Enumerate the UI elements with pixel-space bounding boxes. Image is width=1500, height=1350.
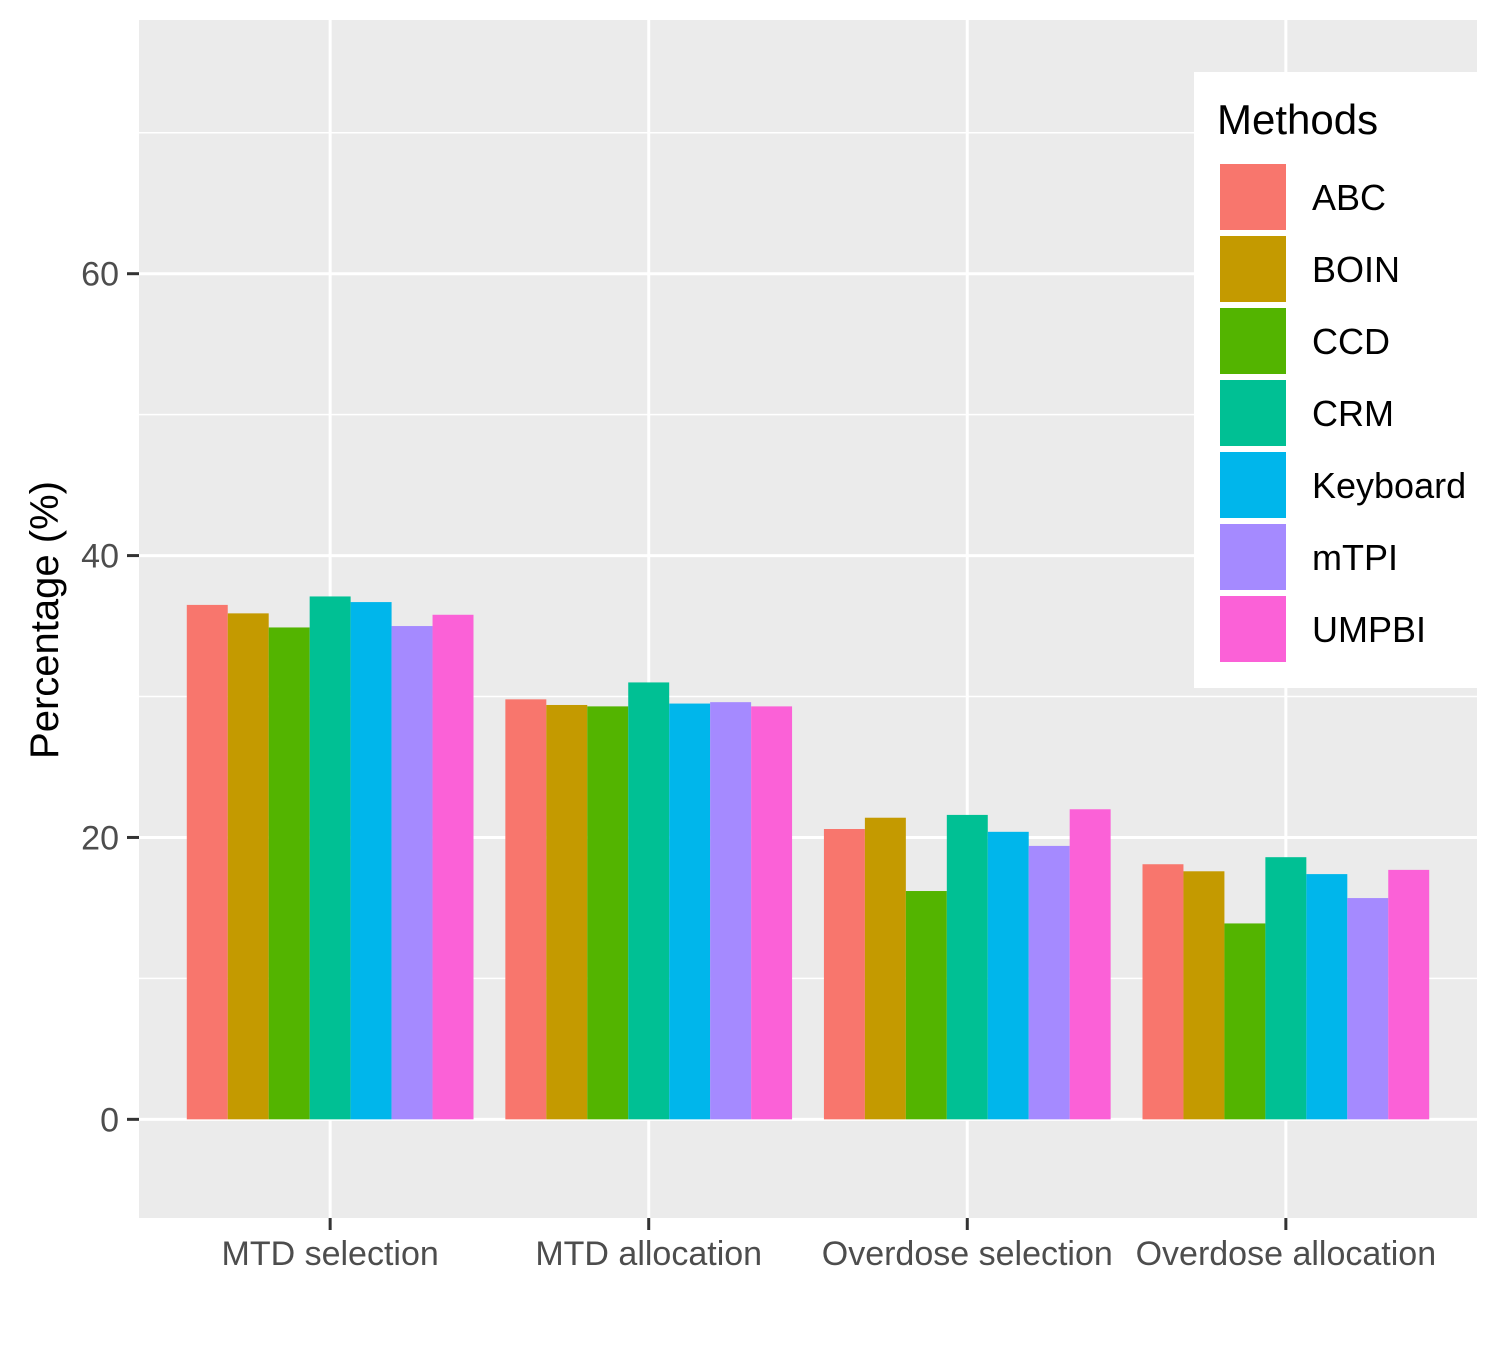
bars bbox=[186, 596, 1430, 1120]
bar-ccd-overdose-allocation bbox=[1224, 923, 1266, 1120]
bar-boin-mtd-allocation bbox=[546, 704, 588, 1120]
x-tick-label: MTD allocation bbox=[535, 1235, 762, 1273]
bar-keyboard-mtd-allocation bbox=[669, 703, 711, 1120]
legend-key-ccd bbox=[1218, 306, 1288, 376]
legend-label-crm: CRM bbox=[1312, 393, 1394, 434]
legend-label-mtpi: mTPI bbox=[1312, 537, 1398, 578]
y-axis: 0 20 40 60 bbox=[81, 256, 139, 1139]
bar-mtpi-overdose-allocation bbox=[1347, 898, 1389, 1120]
bar-keyboard-overdose-allocation bbox=[1306, 874, 1348, 1120]
y-tick-label: 0 bbox=[100, 1101, 119, 1139]
x-tick-label: Overdose allocation bbox=[1136, 1235, 1437, 1273]
legend-key-abc bbox=[1218, 162, 1288, 232]
legend-label-keyboard: Keyboard bbox=[1312, 465, 1466, 506]
y-axis-title: Percentage (%) bbox=[23, 481, 67, 759]
bar-keyboard-mtd-selection bbox=[350, 602, 392, 1120]
x-tick-label: MTD selection bbox=[222, 1235, 439, 1273]
x-tick-label: Overdose selection bbox=[822, 1235, 1113, 1273]
bar-ccd-mtd-allocation bbox=[587, 706, 629, 1120]
bar-umpbi-overdose-selection bbox=[1069, 809, 1111, 1120]
legend-title: Methods bbox=[1217, 96, 1378, 143]
bar-umpbi-mtd-selection bbox=[432, 614, 474, 1120]
legend-key-umpbi bbox=[1218, 594, 1288, 664]
bar-abc-overdose-allocation bbox=[1142, 864, 1184, 1120]
y-tick-label: 20 bbox=[81, 819, 119, 857]
bar-mtpi-overdose-selection bbox=[1028, 845, 1070, 1120]
bar-crm-overdose-allocation bbox=[1265, 857, 1307, 1120]
bar-boin-mtd-selection bbox=[227, 613, 269, 1120]
legend-label-umpbi: UMPBI bbox=[1312, 609, 1426, 650]
legend-label-ccd: CCD bbox=[1312, 321, 1390, 362]
bar-umpbi-mtd-allocation bbox=[751, 706, 793, 1120]
bar-mtpi-mtd-allocation bbox=[710, 702, 752, 1120]
x-axis: MTD selection MTD allocation Overdose sele… bbox=[222, 1218, 1437, 1273]
bar-crm-mtd-selection bbox=[309, 596, 351, 1120]
legend-label-boin: BOIN bbox=[1312, 249, 1400, 290]
bar-umpbi-overdose-allocation bbox=[1388, 869, 1430, 1120]
bar-ccd-overdose-selection bbox=[905, 891, 947, 1120]
bar-mtpi-mtd-selection bbox=[391, 626, 433, 1120]
legend-key-keyboard bbox=[1218, 450, 1288, 520]
bar-ccd-mtd-selection bbox=[268, 627, 310, 1120]
y-tick-label: 60 bbox=[81, 256, 119, 294]
bar-abc-mtd-allocation bbox=[505, 699, 547, 1120]
bar-crm-overdose-selection bbox=[946, 814, 988, 1120]
bar-abc-mtd-selection bbox=[186, 604, 228, 1120]
legend-label-abc: ABC bbox=[1312, 177, 1386, 218]
bar-boin-overdose-selection bbox=[864, 817, 906, 1120]
legend-key-mtpi bbox=[1218, 522, 1288, 592]
legend-items: ABC BOIN CCD CRM Keyboard mTPI UMPBI bbox=[1218, 162, 1466, 664]
bar-keyboard-overdose-selection bbox=[987, 831, 1029, 1120]
bar-crm-mtd-allocation bbox=[628, 682, 670, 1120]
legend: Methods ABC BOIN CCD CRM Keyboard mTPI UMPBI bbox=[1194, 72, 1477, 688]
bar-boin-overdose-allocation bbox=[1183, 871, 1225, 1120]
bar-abc-overdose-selection bbox=[823, 829, 865, 1120]
legend-key-boin bbox=[1218, 234, 1288, 304]
y-tick-label: 40 bbox=[81, 538, 119, 576]
legend-key-crm bbox=[1218, 378, 1288, 448]
